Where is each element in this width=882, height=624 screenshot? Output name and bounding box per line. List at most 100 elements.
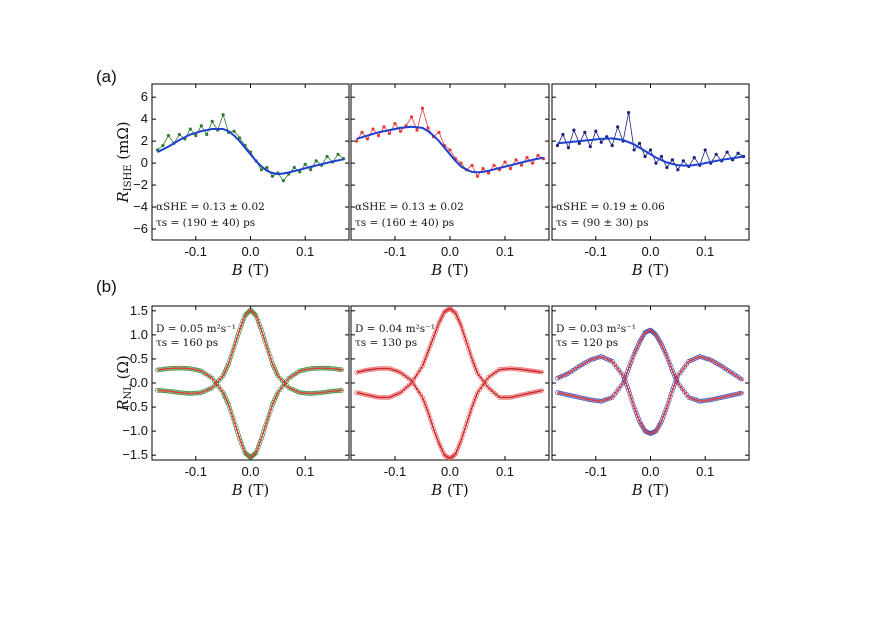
data-point: [566, 146, 571, 150]
data-point: [736, 151, 740, 155]
data-marker-parallel: [616, 386, 622, 392]
data-marker-parallel: [631, 351, 637, 357]
data-point: [692, 156, 696, 160]
data-marker-parallel: [220, 373, 226, 379]
data-marker-antiparallel: [209, 375, 215, 381]
data-marker-antiparallel: [695, 355, 700, 360]
data-point: [398, 129, 403, 133]
data-marker-parallel: [224, 366, 229, 371]
data-marker-parallel: [454, 313, 459, 318]
subplot-b-1: -0.1 0.0 0.1 1.5 1.0 0.5 0.0 −0.5 −1.0 −1.5 B (T) D…: [122, 303, 350, 499]
y-tick-label: 0.5: [130, 351, 148, 366]
data-marker-parallel: [413, 373, 419, 379]
data-marker-parallel: [671, 371, 676, 376]
fit-curve-antiparallel: [157, 367, 344, 459]
data-marker-antiparallel: [457, 441, 463, 446]
data-marker-parallel: [670, 368, 675, 374]
fit-curve: [356, 125, 544, 174]
data-marker-antiparallel: [417, 391, 423, 397]
x-axis-label: B (T): [430, 481, 469, 499]
data-marker-parallel: [652, 331, 658, 337]
data-marker-parallel: [479, 376, 485, 382]
annotation-line-2: τs = 160 ps: [156, 337, 218, 349]
data-marker-antiparallel: [663, 407, 669, 413]
x-tick-label: -0.1: [185, 464, 207, 479]
data-marker-antiparallel: [614, 364, 619, 370]
data-point: [325, 154, 329, 159]
y-tick-label: −6: [133, 221, 148, 236]
data-marker-antiparallel: [216, 384, 222, 390]
x-tick-label: 0.1: [296, 464, 314, 479]
data-point: [309, 168, 313, 172]
data-marker-antiparallel: [471, 398, 477, 404]
data-marker-antiparallel: [455, 446, 461, 452]
data-marker-antiparallel: [221, 392, 227, 398]
data-point: [194, 134, 198, 138]
data-point: [588, 145, 592, 149]
x-tick-label: 0.0: [441, 244, 459, 259]
data-point: [648, 148, 653, 152]
data-marker-parallel: [457, 320, 463, 326]
data-marker-parallel: [423, 355, 429, 360]
data-marker-antiparallel: [679, 367, 685, 373]
data-point: [232, 129, 236, 133]
x-axis-label: B (T): [631, 261, 670, 279]
data-marker-antiparallel: [222, 395, 228, 400]
data-marker-antiparallel: [423, 403, 429, 409]
data-point: [577, 141, 581, 145]
annotation-line-1: αSHE = 0.13 ± 0.02: [355, 201, 464, 213]
data-point: [221, 113, 225, 117]
data-marker-antiparallel: [475, 390, 480, 395]
data-marker-antiparallel: [413, 384, 419, 390]
data-point: [314, 159, 318, 163]
data-marker-antiparallel: [690, 357, 696, 362]
data-marker-antiparallel: [436, 440, 442, 446]
data-marker-parallel: [389, 394, 395, 399]
data-marker-parallel: [672, 373, 677, 379]
data-marker-antiparallel: [677, 370, 683, 376]
data-point: [703, 148, 707, 152]
x-tick-label: 0.0: [241, 244, 259, 259]
data-point: [676, 168, 680, 172]
data-marker-parallel: [632, 349, 638, 355]
x-tick-label: 0.1: [696, 244, 714, 259]
data-point: [530, 161, 535, 165]
data-marker-antiparallel: [625, 384, 630, 390]
data-marker-parallel: [677, 383, 683, 389]
data-line: [356, 106, 544, 178]
data-point: [459, 161, 463, 165]
data-marker-antiparallel: [275, 390, 281, 395]
y-axis-label: RISHE (mΩ): [114, 121, 134, 203]
data-marker-antiparallel: [422, 400, 428, 406]
data-marker-antiparallel: [282, 381, 287, 387]
data-marker-parallel: [201, 389, 206, 395]
data-marker-parallel: [438, 316, 444, 321]
data-marker-antiparallel: [479, 384, 485, 389]
data-marker-parallel: [661, 346, 666, 352]
subplot-b-2: -0.1 0.0 0.1 B (T) D = 0.04 m²s⁻¹ τs = 130 ps: [350, 305, 550, 499]
data-marker-antiparallel: [561, 372, 567, 378]
data-point: [365, 137, 370, 141]
data-marker-parallel: [222, 368, 228, 374]
data-marker-antiparallel: [474, 393, 479, 398]
data-marker-parallel: [627, 363, 633, 369]
data-marker-antiparallel: [557, 374, 563, 380]
data-marker-antiparallel: [409, 378, 414, 383]
data-marker-antiparallel: [688, 358, 694, 363]
data-marker-parallel: [225, 363, 230, 369]
x-tick-label: 0.1: [696, 464, 714, 479]
data-marker-parallel: [393, 392, 399, 397]
data-marker-parallel: [477, 373, 483, 379]
data-marker-parallel: [288, 386, 294, 392]
data-marker-parallel: [635, 344, 640, 350]
data-marker-antiparallel: [601, 355, 606, 360]
data-point: [475, 174, 480, 178]
data-point: [470, 163, 474, 167]
data-point: [536, 153, 540, 158]
data-marker-parallel: [626, 366, 631, 371]
data-marker-parallel: [428, 340, 434, 346]
data-marker-parallel: [395, 391, 401, 396]
annotation-line-1: D = 0.04 m²s⁻¹: [355, 323, 435, 335]
data-marker-parallel: [629, 357, 635, 363]
data-marker-parallel: [420, 363, 425, 369]
